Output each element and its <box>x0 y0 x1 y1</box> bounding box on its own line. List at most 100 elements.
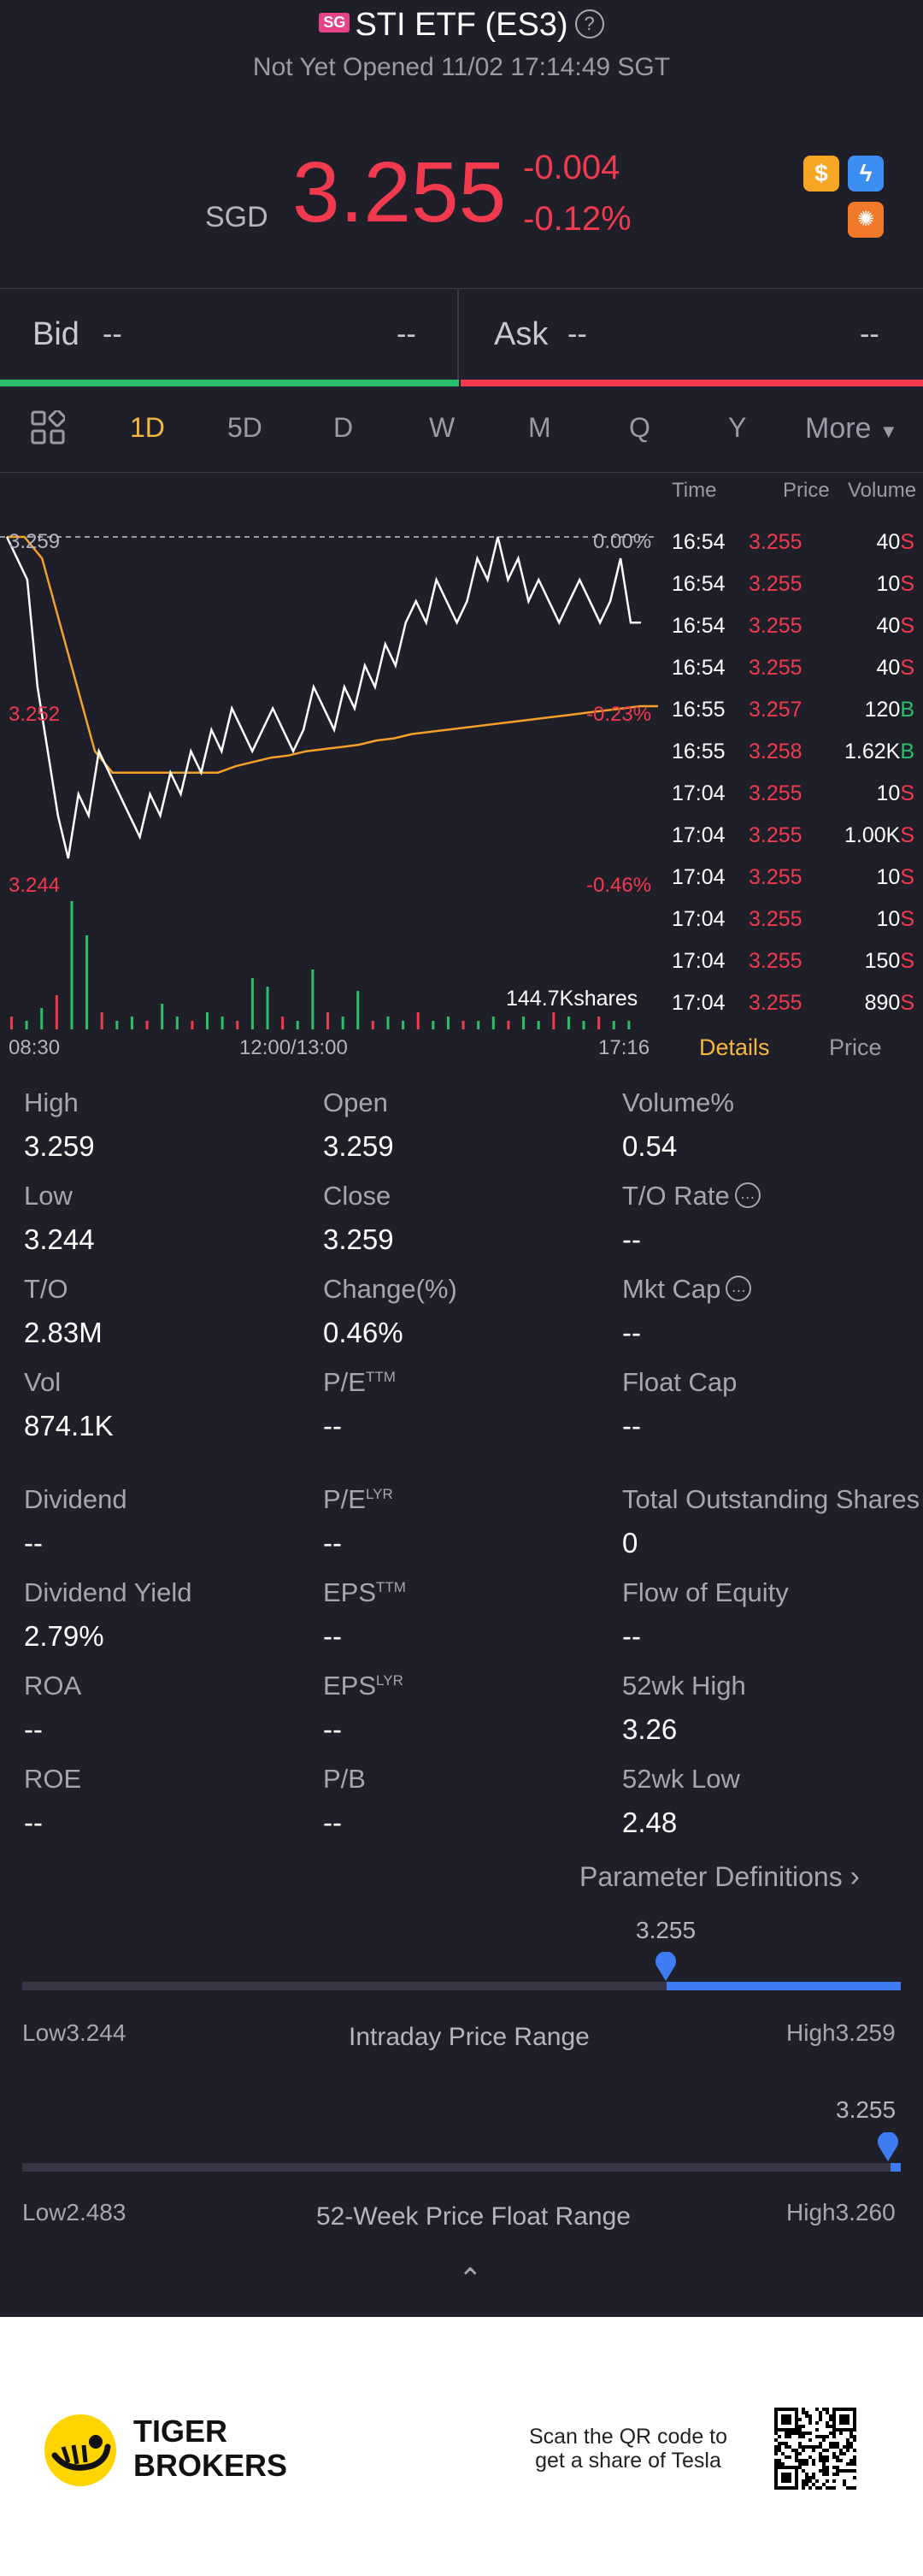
volume-bar <box>145 1021 149 1029</box>
tick-volume-value: 120 <box>864 698 901 722</box>
stat-label: Close <box>323 1181 391 1211</box>
ask-label: Ask <box>494 316 549 352</box>
currency-label: SGD <box>205 201 268 233</box>
help-icon[interactable]: ? <box>574 9 604 38</box>
tick-time: 17:04 <box>672 907 726 931</box>
bid-size: -- <box>397 318 416 351</box>
tick-time: 16:54 <box>672 614 726 638</box>
tick-price: 3.257 <box>749 698 802 722</box>
lightning-icon[interactable]: ϟ <box>848 156 884 192</box>
tick-volume: 150S <box>865 949 914 974</box>
volume-bar <box>206 1012 209 1029</box>
tab-d[interactable]: D <box>333 412 354 443</box>
ask-strength-bar <box>461 380 923 386</box>
parameter-definitions-label: Parameter Definitions <box>579 1861 843 1892</box>
tick-volume-value: 40 <box>876 614 901 638</box>
tick-price: 3.255 <box>749 865 802 889</box>
week52-high: High3.260 <box>786 2199 896 2225</box>
x-tick: 12:00/13:00 <box>239 1036 348 1059</box>
week52-range-title: 52-Week Price Float Range <box>316 2202 631 2231</box>
tab-q[interactable]: Q <box>629 412 650 443</box>
tick-side: S <box>900 823 914 847</box>
volume-bar <box>612 1021 615 1029</box>
qr-code-image <box>774 2408 856 2490</box>
stat-label: Flow of Equity <box>622 1577 789 1608</box>
ticks-header-time: Time <box>672 479 717 502</box>
tab-details[interactable]: Details <box>699 1035 770 1060</box>
scan-text: Scan the QR code to get a share of Tesla <box>513 2425 744 2473</box>
location-pin-icon <box>878 2132 898 2161</box>
tick-price: 3.255 <box>749 614 802 638</box>
tick-side: S <box>900 865 914 889</box>
volume-bar <box>70 901 73 1029</box>
stat-label: EPSTTM <box>323 1577 406 1608</box>
stat-value: -- <box>323 1713 342 1745</box>
tick-volume-value: 10 <box>876 572 901 596</box>
chevron-up-icon[interactable]: ⌃ <box>458 2263 483 2296</box>
volume-bar <box>491 1017 495 1029</box>
tick-price: 3.255 <box>749 949 802 973</box>
stat-label-text: Volume% <box>622 1088 734 1117</box>
tab-price[interactable]: Price <box>829 1035 882 1060</box>
intraday-high: High3.259 <box>786 2019 896 2046</box>
info-icon[interactable]: … <box>734 1182 761 1208</box>
tick-side: B <box>900 698 914 722</box>
stat-value: 3.259 <box>323 1223 394 1255</box>
stat-label: Vol <box>24 1367 61 1398</box>
x-tick: 08:30 <box>9 1036 61 1059</box>
tick-volume-value: 10 <box>876 781 901 805</box>
intraday-range-track <box>22 1982 901 1990</box>
grid-layout-icon[interactable] <box>31 410 65 445</box>
volume-bar <box>356 991 360 1029</box>
stat-label-text: T/O Rate <box>622 1181 730 1211</box>
stat-label-text: 52wk Low <box>622 1764 740 1794</box>
tick-volume: 40S <box>877 614 915 639</box>
ticks-header-price: Price <box>783 479 830 502</box>
tick-volume: 40S <box>877 656 915 681</box>
divider <box>457 288 459 384</box>
average-price-line <box>7 535 658 774</box>
tab-5d[interactable]: 5D <box>227 412 262 443</box>
footer-banner: TIGER BROKERS Scan the QR code to get a … <box>0 2317 923 2576</box>
y-tick-right: -0.46% <box>586 874 652 897</box>
tick-volume: 10S <box>877 865 915 890</box>
dollar-icon[interactable]: $ <box>803 156 839 192</box>
intraday-chart[interactable] <box>0 472 667 1053</box>
stat-label-text: Open <box>323 1088 388 1117</box>
stat-value: 3.244 <box>24 1223 95 1255</box>
volume-bar <box>552 1012 556 1029</box>
volume-bar <box>25 1021 28 1029</box>
divider <box>0 472 923 473</box>
volume-bar <box>386 1017 390 1029</box>
brain-icon[interactable]: ✺ <box>848 202 884 238</box>
volume-bar <box>281 1017 285 1029</box>
volume-bar <box>161 1004 164 1029</box>
stat-label-text: 52wk High <box>622 1671 746 1701</box>
stat-label-suffix: TTM <box>365 1369 396 1385</box>
stat-label: Dividend Yield <box>24 1577 191 1608</box>
x-tick: 17:16 <box>598 1036 650 1059</box>
tick-volume: 40S <box>877 530 915 555</box>
stat-value: -- <box>622 1410 641 1441</box>
stat-value: 2.83M <box>24 1317 103 1348</box>
tab-w[interactable]: W <box>429 412 456 443</box>
volume-bar <box>477 1021 480 1029</box>
price-change: -0.004 <box>523 149 620 186</box>
stat-label-text: P/E <box>323 1367 366 1397</box>
stat-label: High <box>24 1088 79 1118</box>
tick-volume-value: 150 <box>864 949 901 973</box>
tick-time: 17:04 <box>672 865 726 889</box>
bid-price: -- <box>103 318 122 351</box>
stat-label: 52wk High <box>622 1671 746 1701</box>
tab-more[interactable]: More ▼ <box>805 412 898 445</box>
tab-y[interactable]: Y <box>728 412 747 443</box>
tab-1d[interactable]: 1D <box>130 412 165 443</box>
info-icon[interactable]: … <box>726 1275 752 1301</box>
price-change-percent: -0.12% <box>523 200 632 238</box>
stat-label-text: ROA <box>24 1671 82 1701</box>
volume-bar <box>446 1017 450 1029</box>
parameter-definitions-link[interactable]: Parameter Definitions › <box>579 1860 860 1894</box>
volume-bar <box>432 1021 435 1029</box>
tab-m[interactable]: M <box>528 412 551 443</box>
stat-label-text: Mkt Cap <box>622 1274 721 1304</box>
